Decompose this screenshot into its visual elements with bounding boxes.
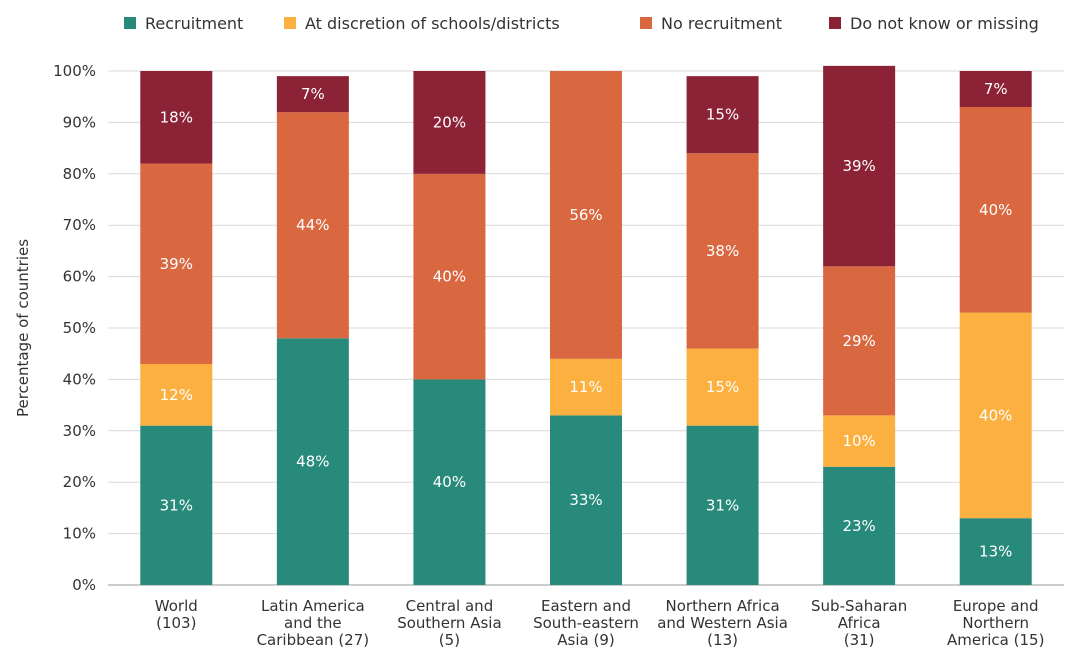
x-category-label: Eastern and South-eastern Asia (9) <box>533 597 639 649</box>
bar-segment <box>550 358 622 416</box>
x-category-label: Latin America and the Caribbean (27) <box>257 597 370 649</box>
legend: Recruitment At discretion of schools/dist… <box>124 14 1039 33</box>
data-label: 13% <box>979 543 1012 561</box>
data-label: 11% <box>569 378 602 396</box>
data-label: 20% <box>433 113 466 131</box>
data-label: 56% <box>569 206 602 224</box>
bar-segment <box>413 173 486 380</box>
bar-segment <box>959 71 1032 107</box>
y-tick-label: 20% <box>63 473 96 491</box>
legend-label: Recruitment <box>145 14 243 33</box>
y-tick-label: 100% <box>53 62 96 80</box>
data-label: 18% <box>160 108 193 126</box>
y-tick-label: 70% <box>63 216 96 234</box>
bar-segment <box>823 415 896 467</box>
x-category-label: Europe and Northern America (15) <box>947 597 1044 649</box>
bar-segment <box>823 266 896 416</box>
bar-segment <box>140 71 213 164</box>
legend-label: At discretion of schools/districts <box>305 14 560 33</box>
bar-segment <box>959 518 1032 585</box>
data-label: 12% <box>160 386 193 404</box>
x-category-label: Central and Southern Asia (5) <box>397 597 501 649</box>
y-tick-label: 30% <box>63 422 96 440</box>
bar-segment <box>823 65 896 267</box>
x-category-label: World (103) <box>155 597 198 632</box>
bar-segment <box>959 312 1032 519</box>
data-label: 40% <box>979 201 1012 219</box>
x-category-label: Northern Africa and Western Asia (13) <box>657 597 788 649</box>
y-tick-label: 90% <box>63 113 96 131</box>
data-label: 29% <box>842 332 875 350</box>
data-label: 44% <box>296 216 329 234</box>
y-tick-label: 10% <box>63 525 96 543</box>
bar-segment <box>686 153 759 349</box>
data-label: 48% <box>296 453 329 471</box>
bar-segment <box>413 379 486 585</box>
bar-segment <box>686 76 759 154</box>
bar-segment <box>140 425 213 585</box>
data-label: 15% <box>706 106 739 124</box>
legend-swatch <box>124 17 136 29</box>
legend-label: Do not know or missing <box>850 14 1039 33</box>
data-label: 40% <box>433 268 466 286</box>
bar-segment <box>550 415 622 585</box>
x-category-label: Sub-Saharan Africa (31) <box>811 597 907 649</box>
y-axis-ticks: 0% 10% 20% 30% 40% 50% 60% 70% 80% 90% 100% <box>53 62 96 594</box>
data-label: 31% <box>160 496 193 514</box>
legend-swatch <box>284 17 296 29</box>
y-tick-label: 50% <box>63 319 96 337</box>
bar-segment <box>276 338 349 585</box>
legend-label: No recruitment <box>661 14 782 33</box>
data-label: 33% <box>569 491 602 509</box>
data-label: 39% <box>160 255 193 273</box>
data-label: 7% <box>301 85 325 103</box>
data-label: 7% <box>984 80 1008 98</box>
bar-segment <box>959 106 1032 313</box>
bar-segment <box>276 112 349 339</box>
y-tick-label: 40% <box>63 370 96 388</box>
bar-segment <box>140 363 213 426</box>
data-label: 15% <box>706 378 739 396</box>
bar-segment <box>276 76 349 113</box>
bar-segment <box>413 71 486 174</box>
bar-segment <box>686 425 759 585</box>
bar-segment <box>823 466 896 585</box>
bar-segment <box>550 71 622 359</box>
data-label: 10% <box>842 432 875 450</box>
legend-swatch <box>829 17 841 29</box>
bar-segment <box>686 348 759 426</box>
data-label: 23% <box>842 517 875 535</box>
data-label: 38% <box>706 242 739 260</box>
y-axis-label: Percentage of countries <box>14 239 32 417</box>
legend-swatch <box>640 17 652 29</box>
data-label: 39% <box>842 157 875 175</box>
y-tick-label: 60% <box>63 268 96 286</box>
x-axis-categories: World (103) Latin America and the Caribbean … <box>155 597 1045 649</box>
data-label: 40% <box>979 406 1012 424</box>
bars: 31% 12% 39% 18% 48% 44% 7% 40% 40% 20% 33% 11% 56% 31… <box>140 65 1032 585</box>
bar-segment <box>140 163 213 364</box>
data-label: 31% <box>706 496 739 514</box>
y-tick-label: 80% <box>63 165 96 183</box>
y-tick-label: 0% <box>72 576 96 594</box>
data-label: 40% <box>433 473 466 491</box>
